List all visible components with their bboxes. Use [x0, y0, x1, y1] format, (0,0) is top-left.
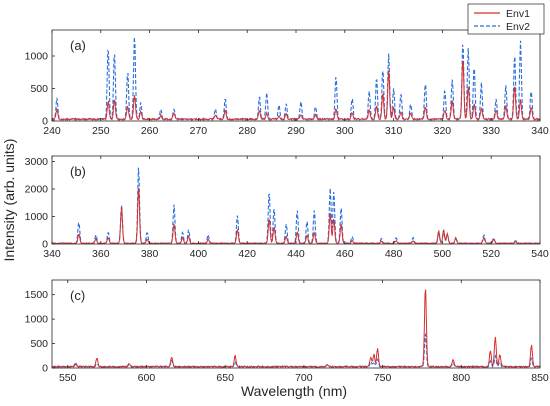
y-tick-label: 0	[42, 363, 48, 375]
x-tick-label: 600	[138, 372, 156, 384]
x-tick-label: 310	[385, 125, 403, 137]
y-tick-label: 1000	[25, 314, 49, 326]
x-tick-label: 300	[336, 125, 354, 137]
x-tick-label: 800	[453, 372, 471, 384]
x-tick-label: 340	[43, 248, 61, 260]
x-tick-label: 360	[92, 248, 110, 260]
legend-box	[467, 3, 545, 35]
x-tick-label: 280	[238, 125, 256, 137]
panel-label: (b)	[70, 164, 86, 179]
y-tick-label: 500	[30, 83, 48, 95]
x-tick-label: 250	[92, 125, 110, 137]
x-tick-label: 700	[295, 372, 313, 384]
y-tick-label: 1000	[25, 211, 49, 223]
y-tick-label: 2000	[25, 184, 49, 196]
panel-1: 240 250 260 270 280 290 300 310 320 330 340 0 500 100…	[25, 29, 549, 137]
x-tick-label: 550	[59, 372, 77, 384]
y-tick-label: 500	[30, 338, 48, 350]
x-tick-label: 420	[238, 248, 256, 260]
series-env1-line	[52, 289, 540, 368]
x-tick-label: 270	[190, 125, 208, 137]
x-tick-label: 850	[531, 372, 549, 384]
axes-frame	[51, 279, 541, 369]
x-tick-label: 400	[190, 248, 208, 260]
y-tick-label: 1000	[25, 51, 49, 63]
x-tick-label: 320	[434, 125, 452, 137]
x-tick-label: 520	[482, 248, 500, 260]
panel-2: 340 360 380 400 420 440 460 480 500 520 540 0 1000 20…	[25, 155, 549, 260]
x-tick-label: 460	[336, 248, 354, 260]
x-tick-label: 540	[531, 248, 549, 260]
x-tick-label: 380	[141, 248, 159, 260]
x-tick-label: 240	[43, 125, 61, 137]
y-tick-label: 1500	[25, 289, 49, 301]
y-axis-title: Intensity (arb. units)	[1, 139, 17, 262]
x-tick-label: 340	[531, 125, 549, 137]
x-tick-label: 500	[434, 248, 452, 260]
legend-label-env2: Env2	[506, 21, 530, 33]
panel-label: (c)	[70, 288, 85, 303]
x-axis-title: Wavelength (nm)	[241, 383, 347, 399]
series-env1-line	[52, 188, 540, 244]
x-tick-label: 260	[141, 125, 159, 137]
y-tick-label: 0	[42, 116, 48, 128]
x-tick-label: 330	[482, 125, 500, 137]
x-tick-label: 650	[216, 372, 234, 384]
x-tick-label: 750	[374, 372, 392, 384]
y-tick-label: 0	[42, 239, 48, 251]
x-tick-label: 480	[385, 248, 403, 260]
panels-group: 240 250 260 270 280 290 300 310 320 330 3400500100…	[25, 29, 549, 384]
y-tick-label: 3000	[25, 156, 49, 168]
x-tick-label: 440	[287, 248, 305, 260]
panel-label: (a)	[70, 38, 86, 53]
panel-3: 550 600 650 700 750 800 850 0 500 1000 1500 (c)	[25, 279, 549, 384]
x-tick-label: 290	[287, 125, 305, 137]
legend-label-env1: Env1	[506, 8, 530, 20]
